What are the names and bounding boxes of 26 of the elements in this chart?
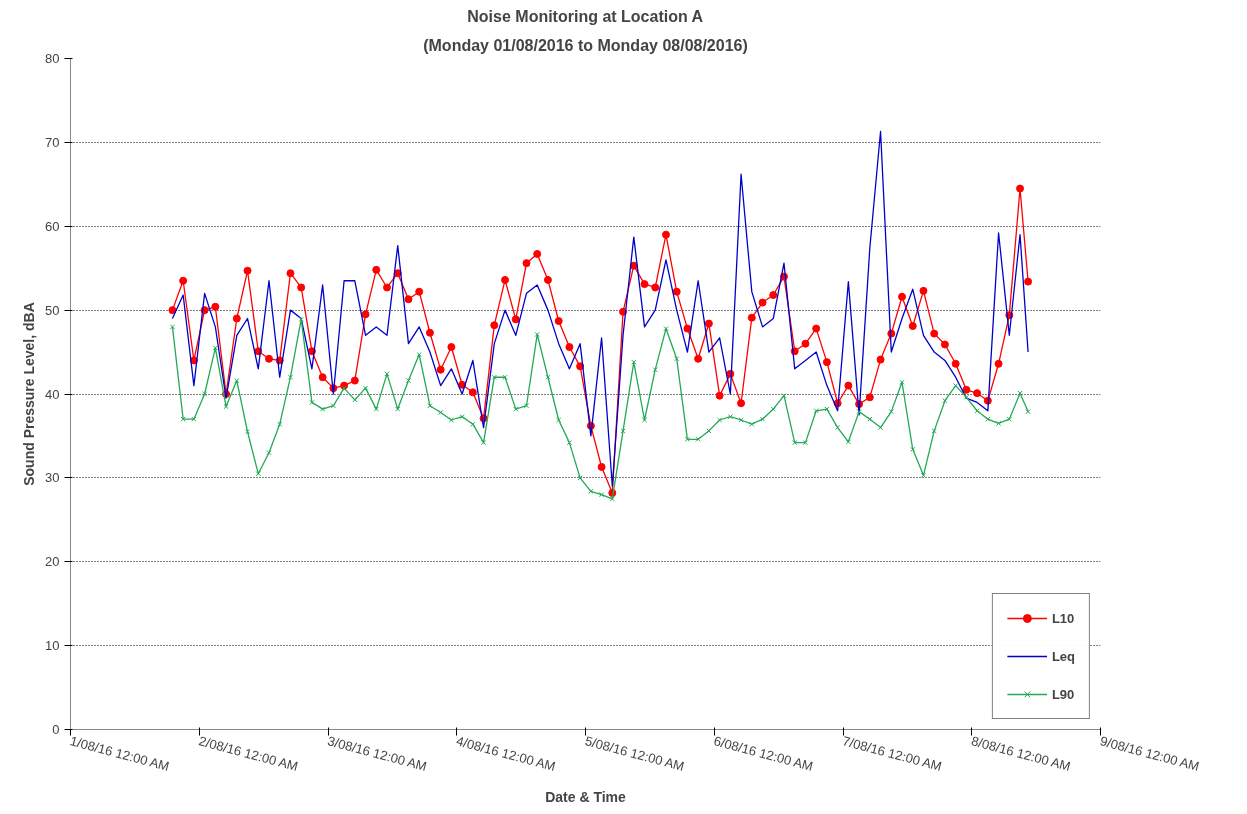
x-tick-label: 6/08/16 12:00 AM (712, 733, 815, 774)
y-tick-label: 50 (45, 302, 60, 318)
legend-label: Leq (1051, 648, 1075, 664)
y-tick-label: 80 (45, 51, 60, 66)
y-tick-label: 40 (45, 386, 60, 402)
x-tick-label: 9/08/16 12:00 AM (1098, 733, 1201, 774)
y-tick-label: 20 (45, 554, 60, 570)
x-tick-label: 8/08/16 12:00 AM (969, 733, 1073, 774)
x-tick-label: 1/08/16 12:00 AM (68, 733, 171, 774)
y-axis-title: Sound Pressure Level, dBA (21, 302, 38, 486)
x-axis-title: Date & Time (545, 789, 627, 806)
legend-label: L10 (1051, 610, 1075, 626)
x-tick-label: 7/08/16 12:00 AM (841, 733, 944, 774)
x-tick-label: 5/08/16 12:00 AM (583, 733, 686, 774)
y-tick-label: 0 (52, 722, 60, 737)
legend-label: L90 (1051, 686, 1075, 702)
chart-title: Noise Monitoring at Location A (467, 7, 704, 25)
chart-subtitle: (Monday 01/08/2016 to Monday 08/08/2016) (423, 36, 748, 54)
x-tick-label: 4/08/16 12:00 AM (454, 733, 558, 774)
x-tick-label: 2/08/16 12:00 AM (197, 733, 300, 774)
line-series (171, 130, 1029, 487)
y-tick-label: 10 (45, 638, 60, 654)
x-tick-label: 3/08/16 12:00 AM (326, 733, 429, 774)
y-tick-label: 70 (45, 134, 60, 150)
y-tick-label: 60 (45, 218, 60, 234)
y-tick-label: 30 (45, 470, 60, 486)
